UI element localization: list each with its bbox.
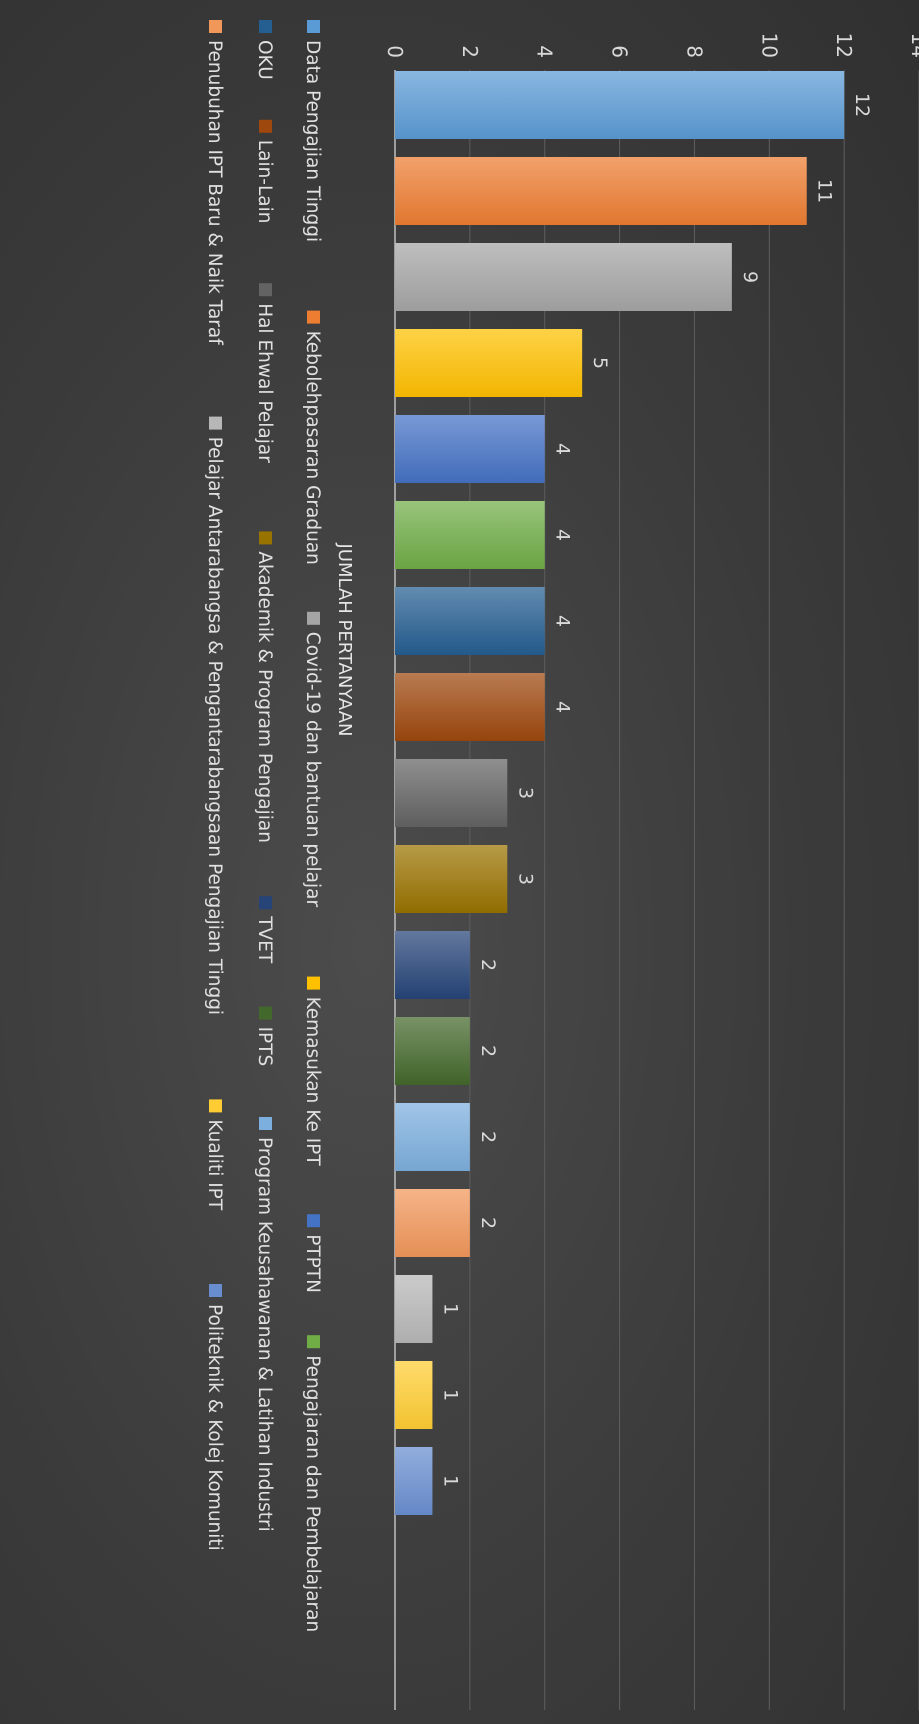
legend-swatch <box>259 896 272 910</box>
legend-swatch <box>259 20 272 33</box>
legend-label: Akademik & Program Pengajian <box>254 551 275 843</box>
y-tick-label: 0 <box>383 45 407 58</box>
legend-swatch <box>259 283 272 297</box>
legend-swatch <box>307 1214 320 1228</box>
legend-swatch <box>307 20 320 33</box>
bar <box>395 71 845 139</box>
data-label: 2 <box>477 959 499 971</box>
bar <box>394 1275 433 1343</box>
legend-swatch <box>259 119 272 133</box>
legend-swatch <box>259 531 272 545</box>
legend-swatch <box>307 976 320 990</box>
data-label: 4 <box>552 529 574 541</box>
data-label: 1 <box>439 1475 461 1487</box>
bar <box>394 931 470 999</box>
legend-label: IPTS <box>254 1027 275 1067</box>
bar <box>395 845 508 913</box>
data-label: 3 <box>514 787 536 799</box>
legend-label: Covid-19 dan bantuan pelajar <box>302 632 323 908</box>
legend-label: Kemasukan Ke IPT <box>302 997 323 1167</box>
y-tick-label: 4 <box>533 45 557 58</box>
legend-swatch <box>259 1117 272 1130</box>
legend-label: TVET <box>254 915 275 964</box>
bar <box>394 157 807 225</box>
legend-swatch <box>307 310 320 324</box>
bar <box>395 243 732 311</box>
legend-label: Kualiti IPT <box>204 1119 225 1210</box>
chart-title: JUMLAH PERTANYAAN <box>334 542 355 736</box>
data-label: 4 <box>552 443 574 455</box>
data-label: 12 <box>851 93 873 117</box>
data-label: 9 <box>739 271 761 283</box>
data-label: 2 <box>477 1131 499 1143</box>
bar <box>395 673 545 741</box>
legend-label: Lain-Lain <box>254 140 275 224</box>
legend-swatch <box>209 1099 222 1113</box>
bar <box>394 1189 470 1257</box>
legend-swatch <box>209 20 222 33</box>
legend-label: PTPTN <box>302 1234 323 1293</box>
bar <box>395 759 508 827</box>
y-tick-label: 14 <box>907 33 919 58</box>
y-tick-label: 10 <box>757 33 781 58</box>
data-label: 3 <box>514 873 536 885</box>
data-label: 1 <box>439 1389 461 1401</box>
bar <box>394 1361 433 1429</box>
legend-label: Pengajaran dan Pembelajaran <box>302 1355 323 1632</box>
bar <box>395 587 545 655</box>
y-tick-label: 2 <box>458 45 482 58</box>
legend-label: Data Pengajian Tinggi <box>302 40 323 242</box>
data-label: 5 <box>589 357 611 369</box>
y-tick-label: 6 <box>608 45 632 58</box>
y-tick-label: 12 <box>832 33 856 58</box>
bar <box>394 1103 470 1171</box>
y-tick-label: 8 <box>682 45 706 58</box>
legend-swatch <box>307 1335 320 1349</box>
legend-label: Pelajar Antarabangsa & Pengantarabangsaa… <box>204 437 225 1015</box>
bar <box>395 329 583 397</box>
data-label: 11 <box>814 179 836 203</box>
bar <box>394 1447 433 1515</box>
legend-label: Kebolehpasaran Graduan <box>302 331 323 565</box>
legend-label: Penubuhan IPT Baru & Naik Taraf <box>204 40 225 345</box>
legend-label: Politeknik & Kolej Komuniti <box>204 1304 225 1551</box>
data-label: 2 <box>477 1045 499 1057</box>
bar <box>395 501 545 569</box>
legend-swatch <box>209 416 222 430</box>
data-label: 2 <box>477 1217 499 1229</box>
legend-swatch <box>259 1006 272 1020</box>
legend-label: Program Keusahawanan & Latihan Industri <box>254 1137 275 1532</box>
legend-swatch <box>209 1284 222 1297</box>
legend-label: Hal Ehwal Pelajar <box>254 303 275 463</box>
data-label: 4 <box>552 615 574 627</box>
legend-swatch <box>307 611 320 625</box>
data-label: 1 <box>439 1303 461 1315</box>
bar <box>394 1017 470 1085</box>
data-label: 4 <box>552 701 574 713</box>
bar <box>395 415 545 483</box>
legend-label: OKU <box>254 40 275 80</box>
